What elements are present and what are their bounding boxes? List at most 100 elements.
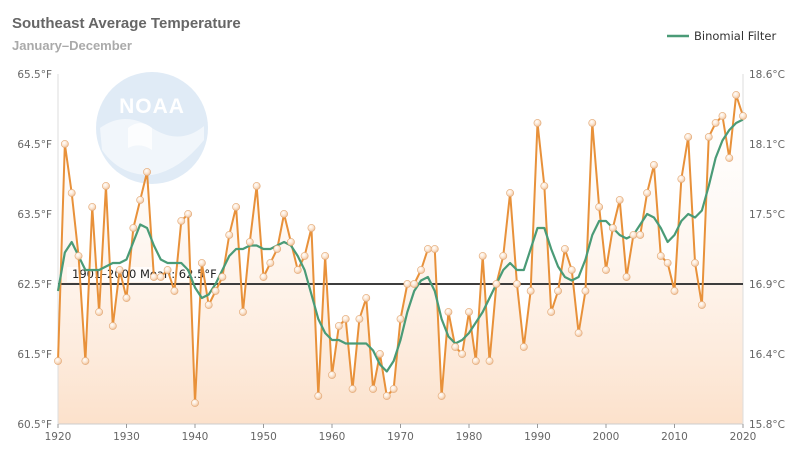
data-point	[423, 245, 432, 253]
x-tick-label: 1990	[524, 431, 551, 443]
data-point	[526, 287, 535, 295]
data-point	[567, 266, 576, 274]
data-point	[273, 245, 282, 253]
data-point	[410, 280, 419, 288]
data-point	[739, 112, 747, 120]
y-left-tick-label: 64.5°F	[17, 139, 52, 151]
data-point	[636, 231, 645, 239]
data-point	[88, 203, 97, 211]
data-point	[437, 392, 446, 400]
data-point	[698, 301, 706, 309]
data-point	[328, 371, 336, 379]
data-point	[341, 315, 350, 323]
data-point	[334, 322, 343, 330]
y-right-tick-label: 17.5°C	[749, 209, 785, 221]
data-point	[670, 287, 679, 295]
data-point	[184, 210, 193, 218]
data-point	[245, 238, 254, 246]
data-point	[506, 189, 514, 197]
data-point	[211, 287, 220, 295]
data-point	[60, 140, 69, 148]
data-point	[602, 266, 610, 274]
data-point	[280, 210, 288, 218]
data-point	[711, 119, 720, 127]
data-point	[252, 182, 261, 190]
data-point	[643, 189, 651, 197]
data-point	[74, 252, 83, 260]
data-point	[266, 259, 275, 267]
data-point	[129, 224, 138, 232]
y-left-tick-label: 63.5°F	[17, 209, 52, 221]
x-tick-label: 1980	[456, 431, 483, 443]
data-point	[259, 273, 268, 281]
y-right-tick-label: 16.9°C	[749, 279, 785, 291]
y-right-tick-label: 18.1°C	[749, 139, 785, 151]
data-point	[650, 161, 658, 169]
data-point	[204, 301, 213, 309]
data-point	[430, 245, 439, 253]
data-point	[622, 273, 631, 281]
chart-title: Southeast Average Temperature	[12, 15, 241, 32]
data-point	[239, 308, 247, 316]
data-point	[218, 273, 227, 281]
data-point	[300, 252, 309, 260]
noaa-logo-text: NOAA	[119, 95, 185, 118]
y-right-tick-label: 18.6°C	[749, 69, 785, 81]
temperature-area-fill	[58, 95, 743, 424]
data-point	[197, 259, 206, 267]
data-point	[403, 280, 412, 288]
data-point	[314, 392, 323, 400]
x-tick-label: 1940	[182, 431, 209, 443]
x-tick-label: 2020	[730, 431, 757, 443]
data-point	[485, 357, 494, 365]
data-point	[115, 266, 124, 274]
data-point	[547, 308, 556, 316]
data-point	[122, 294, 131, 302]
data-point	[492, 280, 501, 288]
data-point	[293, 266, 302, 274]
y-right-tick-label: 15.8°C	[749, 419, 785, 431]
data-point	[478, 252, 487, 260]
data-point	[608, 224, 617, 232]
data-point	[177, 217, 186, 225]
data-point	[656, 252, 665, 260]
data-point	[191, 399, 199, 407]
data-point	[362, 294, 371, 302]
data-point	[355, 315, 364, 323]
data-point	[108, 322, 117, 330]
x-tick-label: 1950	[250, 431, 277, 443]
data-point	[499, 252, 508, 260]
data-point	[574, 329, 583, 337]
y-left-tick-label: 65.5°F	[17, 69, 52, 81]
data-point	[225, 231, 234, 239]
data-point	[615, 196, 624, 204]
data-point	[81, 357, 90, 365]
data-point	[232, 203, 240, 211]
data-point	[663, 259, 672, 267]
y-left-tick-label: 61.5°F	[17, 349, 52, 361]
data-point	[369, 385, 377, 393]
x-tick-label: 2000	[593, 431, 620, 443]
noaa-logo-watermark: NOAA	[96, 72, 208, 184]
data-point	[465, 308, 473, 316]
data-point	[307, 224, 316, 232]
data-point	[519, 343, 528, 351]
data-point	[691, 259, 699, 267]
data-point	[67, 189, 76, 197]
data-point	[444, 308, 453, 316]
plot-area: 60.5°F 61.5°F 62.5°F 63.5°F 64.5°F 65.5°F 15.8…	[17, 69, 785, 443]
data-point	[396, 315, 405, 323]
data-point	[54, 357, 62, 365]
chart-subtitle: January–December	[12, 38, 132, 53]
data-point	[471, 357, 480, 365]
binomial-filter-line	[56, 118, 744, 373]
data-point	[704, 133, 713, 141]
data-point	[732, 91, 741, 99]
x-tick-label: 1960	[319, 431, 346, 443]
legend-filter-label: Binomial Filter	[694, 29, 776, 43]
data-point	[417, 266, 425, 274]
x-tick-label: 1970	[387, 431, 414, 443]
legend[interactable]: Binomial Filter	[667, 29, 776, 43]
data-point	[102, 182, 110, 190]
